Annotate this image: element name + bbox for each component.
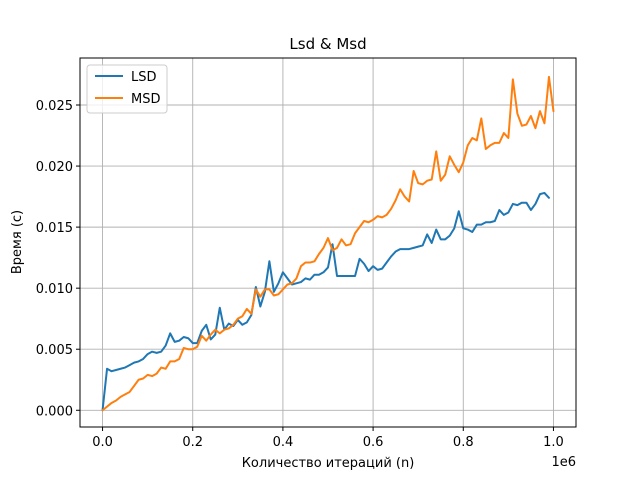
y-tick-label: 0.000	[36, 404, 73, 419]
y-axis: 0.000 0.005 0.010 0.015 0.020 0.025	[36, 99, 80, 419]
x-axis-offset-text: 1e6	[551, 455, 576, 470]
y-axis-label: Время (с)	[10, 210, 25, 274]
series-line-lsd	[101, 191, 550, 412]
x-axis: 0.0 0.2 0.4 0.6 0.8 1.0	[92, 427, 564, 450]
x-tick-label: 0.2	[182, 435, 203, 450]
legend: LSD MSD	[86, 64, 168, 114]
y-tick-label: 0.015	[36, 221, 73, 236]
plot-frame	[79, 57, 577, 428]
y-tick-label: 0.020	[36, 160, 73, 175]
y-tick-label: 0.005	[36, 343, 73, 358]
series-line-msd	[101, 75, 555, 412]
y-tick-label: 0.010	[36, 282, 73, 297]
y-tick-label: 0.025	[36, 99, 73, 114]
x-tick-label: 1.0	[543, 435, 564, 450]
x-axis-label: Количество итераций (n)	[242, 456, 415, 471]
x-tick-label: 0.0	[92, 435, 113, 450]
legend-label-msd: MSD	[131, 92, 160, 107]
x-tick-label: 0.8	[453, 435, 474, 450]
series-layer	[101, 75, 555, 412]
x-tick-label: 0.4	[273, 435, 294, 450]
chart-title: Lsd & Msd	[289, 35, 366, 53]
x-tick-label: 0.6	[363, 435, 384, 450]
legend-label-lsd: LSD	[131, 70, 157, 85]
